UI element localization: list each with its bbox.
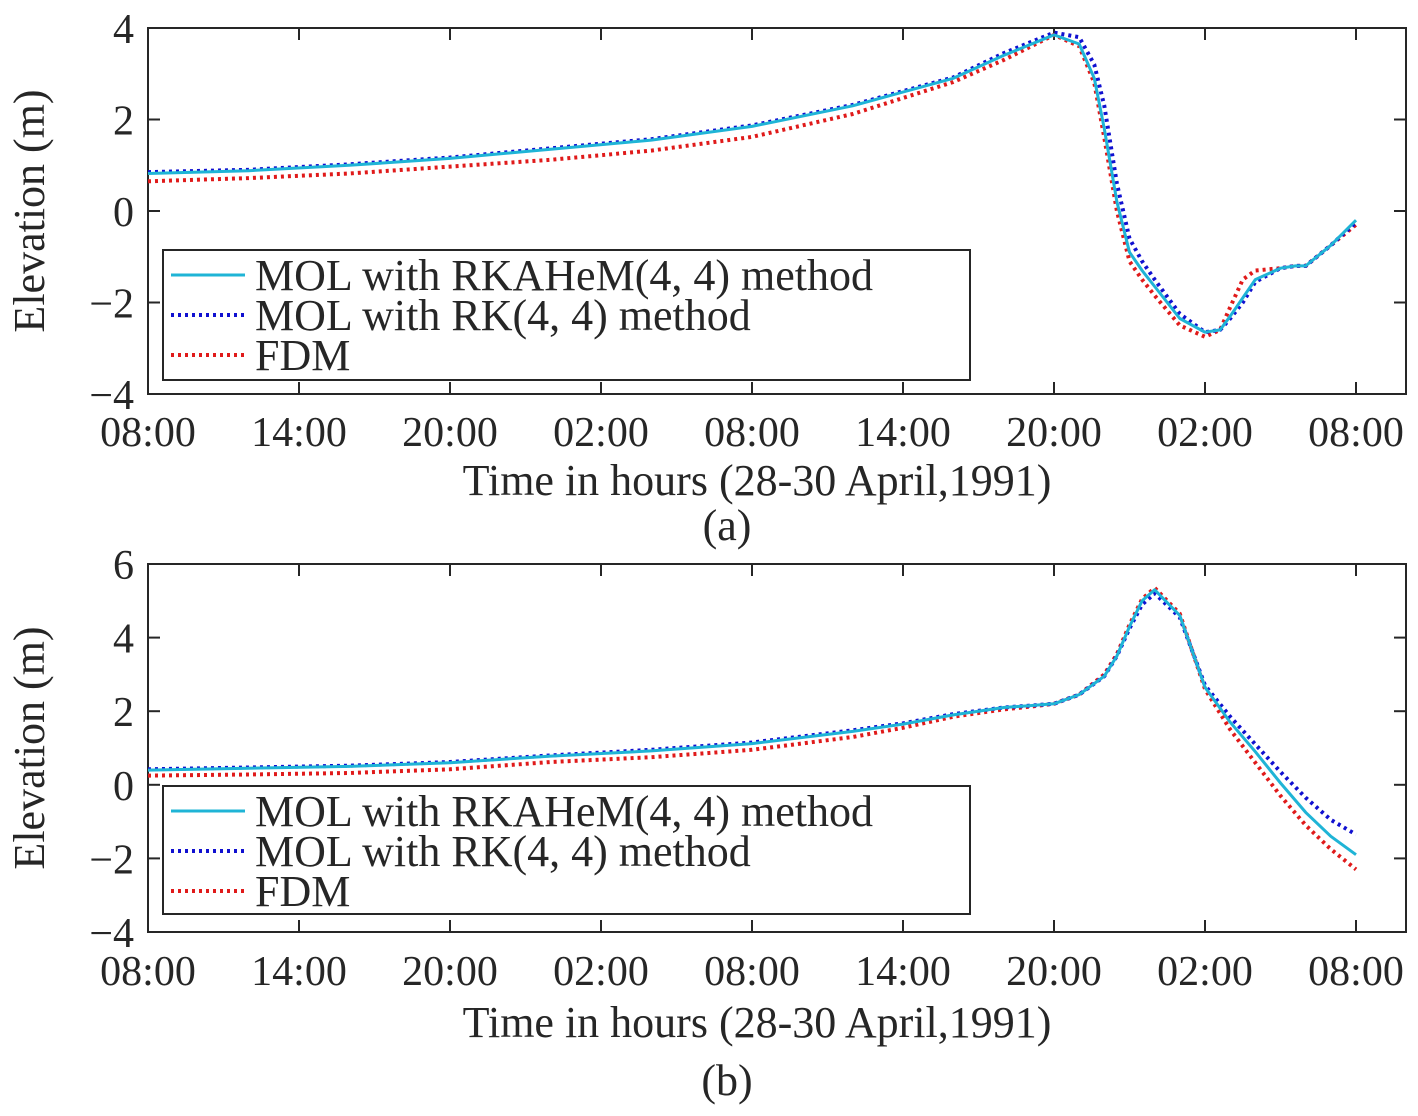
x-tick-label: 08:00 <box>1308 410 1404 456</box>
x-tick-label: 02:00 <box>553 410 649 456</box>
x-tick-label: 08:00 <box>704 410 800 456</box>
x-tick-label: 02:00 <box>1157 949 1253 995</box>
panel-b-chart: −4 −2 0 2 4 6 08:00 14:00 20:00 02:00 08:00 14:00 20… <box>5 543 1407 1105</box>
x-tick-label: 02:00 <box>553 949 649 995</box>
x-tick-label: 08:00 <box>100 410 196 456</box>
legend-box <box>162 249 971 381</box>
panel-label: (a) <box>703 501 752 550</box>
legend-box <box>162 785 971 915</box>
y-tick-label: 4 <box>113 617 134 663</box>
x-tick-label: 08:00 <box>100 949 196 995</box>
x-tick-label: 14:00 <box>855 410 951 456</box>
x-tick-label: 08:00 <box>1308 949 1404 995</box>
panel-label: (b) <box>701 1056 752 1105</box>
x-tick-label: 02:00 <box>1157 410 1253 456</box>
y-tick-label: 0 <box>113 764 134 810</box>
x-axis-label: Time in hours (28-30 April,1991) <box>463 456 1052 505</box>
legend-entry-label: FDM <box>255 331 350 380</box>
x-tick-label: 14:00 <box>855 949 951 995</box>
x-tick-label: 20:00 <box>1006 949 1102 995</box>
y-tick-label: 2 <box>113 690 134 736</box>
x-axis-label: Time in hours (28-30 April,1991) <box>463 998 1052 1047</box>
x-tick-label: 14:00 <box>251 949 347 995</box>
y-tick-label: 2 <box>113 99 134 145</box>
x-tick-label: 20:00 <box>402 410 498 456</box>
legend-entry-label: MOL with RK(4, 4) method <box>255 827 751 876</box>
y-tick-label: 4 <box>113 7 134 53</box>
x-tick-label: 08:00 <box>704 949 800 995</box>
legend-entry-label: MOL with RKAHeM(4, 4) method <box>255 251 873 300</box>
y-tick-label: −2 <box>89 282 134 328</box>
series-line-0 <box>147 33 1358 334</box>
series-line-2 <box>147 32 1358 339</box>
panel-a-chart: −4 −2 0 2 4 08:00 14:00 20:00 02:00 08:00 14:00 20:… <box>5 7 1407 550</box>
y-tick-label: 0 <box>113 190 134 236</box>
series-line-2 <box>147 585 1358 871</box>
y-axis-label: Elevation (m) <box>5 89 54 332</box>
series-line-0 <box>147 588 1357 856</box>
legend-entry-label: MOL with RKAHeM(4, 4) method <box>255 787 873 836</box>
x-tick-label: 14:00 <box>251 410 347 456</box>
legend-entry-label: MOL with RK(4, 4) method <box>255 291 751 340</box>
legend-entry-label: FDM <box>255 867 350 916</box>
y-tick-label: −4 <box>89 911 134 957</box>
x-tick-label: 20:00 <box>1006 410 1102 456</box>
y-axis-label: Elevation (m) <box>5 626 54 869</box>
y-tick-label: −4 <box>89 373 134 419</box>
y-tick-label: 6 <box>113 543 134 589</box>
x-tick-label: 20:00 <box>402 949 498 995</box>
y-tick-label: −2 <box>89 837 134 883</box>
plot-area-frame <box>147 563 1407 933</box>
